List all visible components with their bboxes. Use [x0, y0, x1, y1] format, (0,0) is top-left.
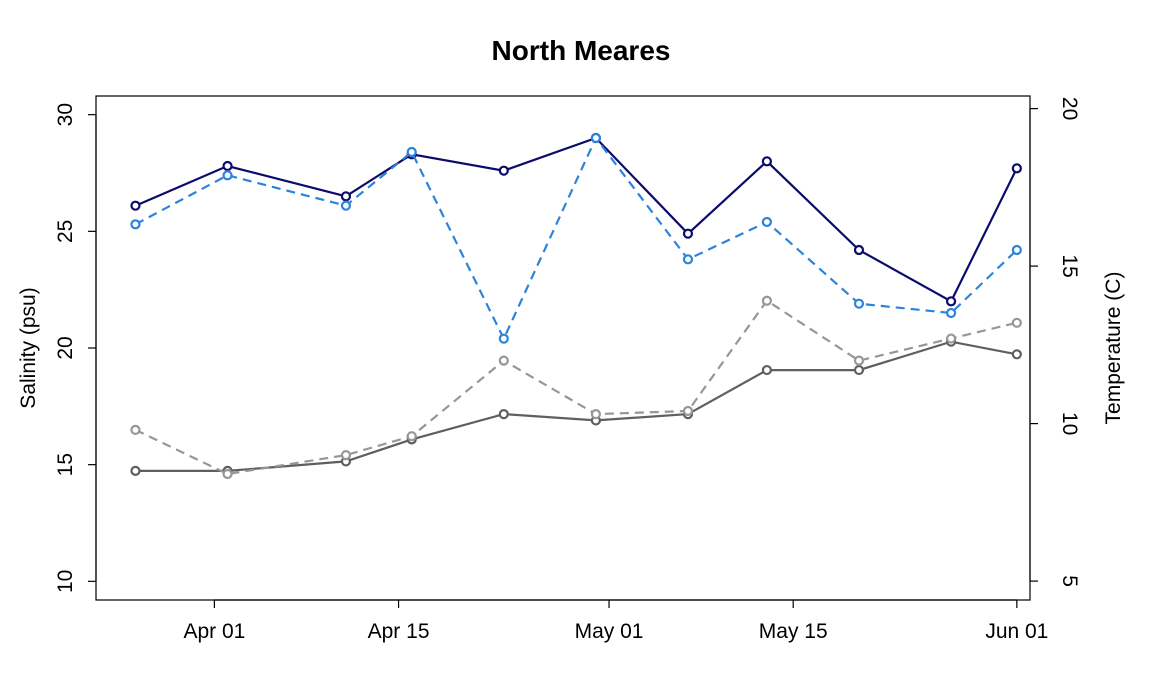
series-line-2: [134, 135, 1018, 342]
series-1-point: [682, 228, 694, 239]
x-tick-label: May 15: [759, 620, 828, 643]
y-left-tick-label: 10: [54, 570, 77, 593]
series-4-point: [130, 424, 141, 435]
x-tick-label: May 01: [575, 620, 644, 643]
chart-title: North Meares: [492, 35, 671, 66]
plot-frame: [95, 95, 1031, 601]
series-2-point: [222, 170, 233, 181]
series-1-point: [222, 160, 233, 172]
series-1-point: [498, 165, 509, 176]
series-4-point: [498, 355, 509, 366]
series-4-point: [682, 405, 694, 417]
series-1-point: [853, 244, 865, 256]
series-layer: [130, 132, 1022, 480]
series-4-point: [945, 333, 957, 344]
y-axis-right: 5 10 15 20: [1029, 97, 1081, 587]
x-tick-label: Apr 01: [183, 620, 245, 643]
y-right-tick-label: 20: [1058, 97, 1081, 120]
series-4-point: [406, 431, 417, 442]
series-3-point: [130, 465, 141, 476]
series-4-point: [222, 468, 233, 480]
series-1-point: [945, 296, 957, 307]
series-1-point: [340, 191, 352, 202]
series-2-point: [340, 200, 352, 211]
series-2-point: [406, 146, 417, 158]
y-axis-left: 10 15 20 25 30: [54, 103, 97, 593]
series-1-point: [761, 156, 773, 167]
series-line-4: [135, 299, 1018, 476]
series-1-point: [130, 200, 141, 211]
series-2-point: [853, 298, 865, 309]
series-4-point: [1011, 317, 1022, 328]
series-1-point: [1011, 163, 1022, 174]
y-left-tick-label: 15: [54, 453, 77, 476]
y-left-tick-label: 20: [54, 336, 77, 359]
series-4-point: [853, 355, 865, 366]
y-right-tick-label: 10: [1058, 412, 1081, 435]
series-2-point: [498, 333, 509, 344]
y-axis-right-label: Temperature (C): [1102, 272, 1125, 425]
series-line-3: [135, 340, 1018, 472]
x-tick-label: Apr 15: [368, 620, 430, 643]
series-2-point: [945, 307, 957, 319]
y-left-tick-label: 30: [54, 103, 77, 126]
x-tick-label: Jun 01: [985, 620, 1048, 643]
y-right-tick-label: 15: [1058, 254, 1081, 277]
series-4-point: [761, 295, 773, 306]
series-3-point: [853, 364, 865, 376]
series-3-point: [761, 364, 773, 376]
series-line-1: [135, 136, 1018, 303]
series-3-point: [498, 409, 509, 420]
y-left-tick-label: 25: [54, 220, 77, 243]
series-2-point: [1011, 244, 1022, 256]
series-2-point: [130, 219, 141, 230]
x-axis: Apr 01 Apr 15 May 01 May 15 Jun 01: [183, 599, 1048, 643]
series-4-point: [590, 409, 601, 420]
series-2-point: [761, 216, 773, 228]
y-axis-left-label: Salinity (psu): [17, 287, 40, 408]
series-2-point: [590, 132, 601, 144]
series-2-point: [682, 254, 694, 265]
series-4-point: [340, 450, 352, 461]
y-right-tick-label: 5: [1058, 575, 1081, 587]
series-3-point: [1011, 349, 1022, 360]
